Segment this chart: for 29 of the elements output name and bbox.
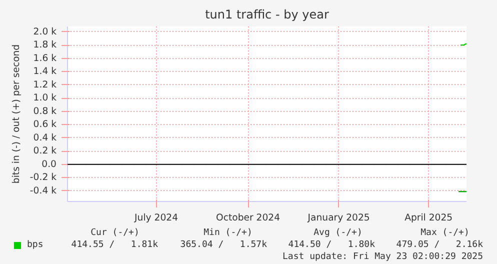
y-tick-label: 0.0 [42,158,57,170]
y-tick-label: 0.8 k [33,106,58,117]
y-tick-label: 0.4 k [33,132,58,144]
y-tick-label: -0.2 k [30,172,58,184]
text: Avg (-/+) [314,227,362,239]
text: 479.05 / 2.16k [396,239,483,251]
y-tick-label: 0.2 k [33,146,58,157]
y-tick-label: 1.2 k [33,79,58,90]
text: Last update: Fri May 23 02:00:29 2025 [282,251,483,263]
x-tick-label: July 2024 [134,212,178,224]
text: Max (-/+) [420,227,470,239]
y-tick-label: 2.0 k [33,26,58,38]
text: Cur (-/+) [90,227,140,239]
y-axis-title: bits in (-) / out (+) per second [10,44,22,184]
y-tick-label: 1.4 k [33,66,58,78]
x-tick-label: April 2025 [404,212,453,224]
y-tick-label: -0.4 k [30,185,58,196]
text: 365.04 / 1.57k [180,239,267,251]
y-tick-label: 1.8 k [33,40,58,51]
x-tick-label: October 2024 [216,212,280,224]
x-tick-label: January 2025 [306,212,370,224]
y-tick-label: 1.6 k [33,52,58,64]
text: Min (-/+) [204,227,252,239]
text: 414.55 / 1.81k [71,239,158,251]
y-tick-label: 0.6 k [33,119,58,130]
legend-label: bps [27,239,44,251]
chart-title: tun1 traffic - by year [205,8,329,22]
text: 414.50 / 1.80k [288,239,375,251]
y-tick-label: 1.0 k [33,92,58,104]
